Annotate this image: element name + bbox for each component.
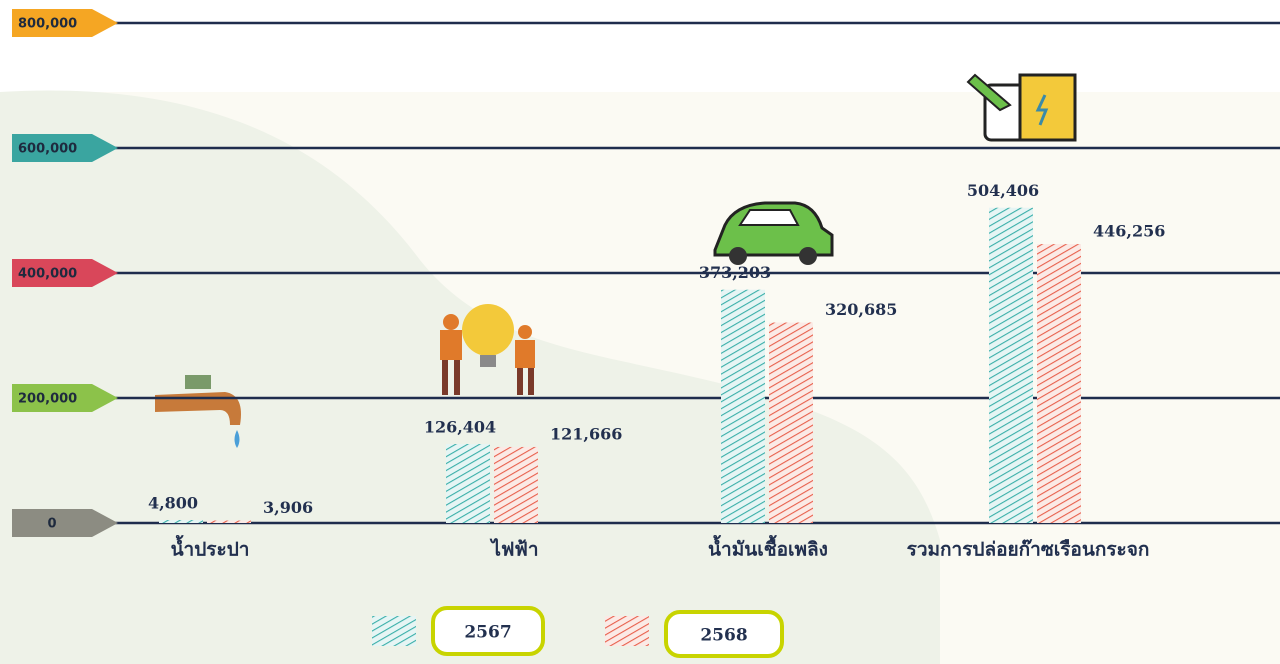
bar bbox=[721, 289, 765, 523]
y-tick-badge bbox=[12, 384, 118, 412]
y-tick-badge bbox=[12, 259, 118, 287]
car-icon bbox=[713, 201, 834, 265]
legend-box bbox=[664, 610, 784, 658]
y-tick-label: 600,000 bbox=[18, 142, 77, 157]
battery-icon bbox=[966, 73, 1077, 142]
x-tick-label: น้ำประปา bbox=[171, 535, 250, 561]
bar bbox=[207, 520, 251, 523]
x-tick-label: รวมการปล่อยก๊าซเรือนกระจก bbox=[907, 539, 1150, 561]
y-tick-label: 400,000 bbox=[18, 267, 77, 282]
bar bbox=[159, 520, 203, 523]
data-label: 504,406 bbox=[967, 181, 1039, 200]
x-tick-label: น้ำมันเชื้อเพลิง bbox=[708, 535, 828, 561]
data-label: 121,666 bbox=[550, 424, 622, 443]
legend-swatch bbox=[372, 616, 416, 646]
y-tick-badge bbox=[12, 509, 118, 537]
bar bbox=[494, 446, 538, 523]
legend-label: 2567 bbox=[464, 623, 511, 643]
faucet-icon bbox=[155, 375, 241, 448]
bar bbox=[446, 443, 490, 523]
legend-swatch bbox=[605, 616, 649, 646]
bar bbox=[769, 322, 813, 523]
data-label: 373,203 bbox=[699, 263, 771, 282]
bar bbox=[1037, 244, 1081, 523]
data-label: 3,906 bbox=[263, 498, 313, 517]
y-tick-label: 800,000 bbox=[18, 17, 77, 32]
y-tick-badge bbox=[12, 134, 118, 162]
data-label: 446,256 bbox=[1093, 222, 1165, 241]
lightbulb-icon bbox=[440, 304, 535, 395]
y-tick-badge bbox=[12, 9, 118, 37]
legend-label: 2568 bbox=[700, 626, 747, 646]
bar bbox=[989, 207, 1033, 523]
y-tick-label: 200,000 bbox=[18, 392, 77, 407]
y-tick-label: 0 bbox=[47, 517, 56, 532]
data-label: 126,404 bbox=[424, 417, 496, 436]
legend-box bbox=[431, 606, 545, 656]
data-label: 320,685 bbox=[825, 300, 897, 319]
x-tick-label: ไฟฟ้า bbox=[489, 538, 538, 561]
data-label: 4,800 bbox=[148, 494, 198, 513]
